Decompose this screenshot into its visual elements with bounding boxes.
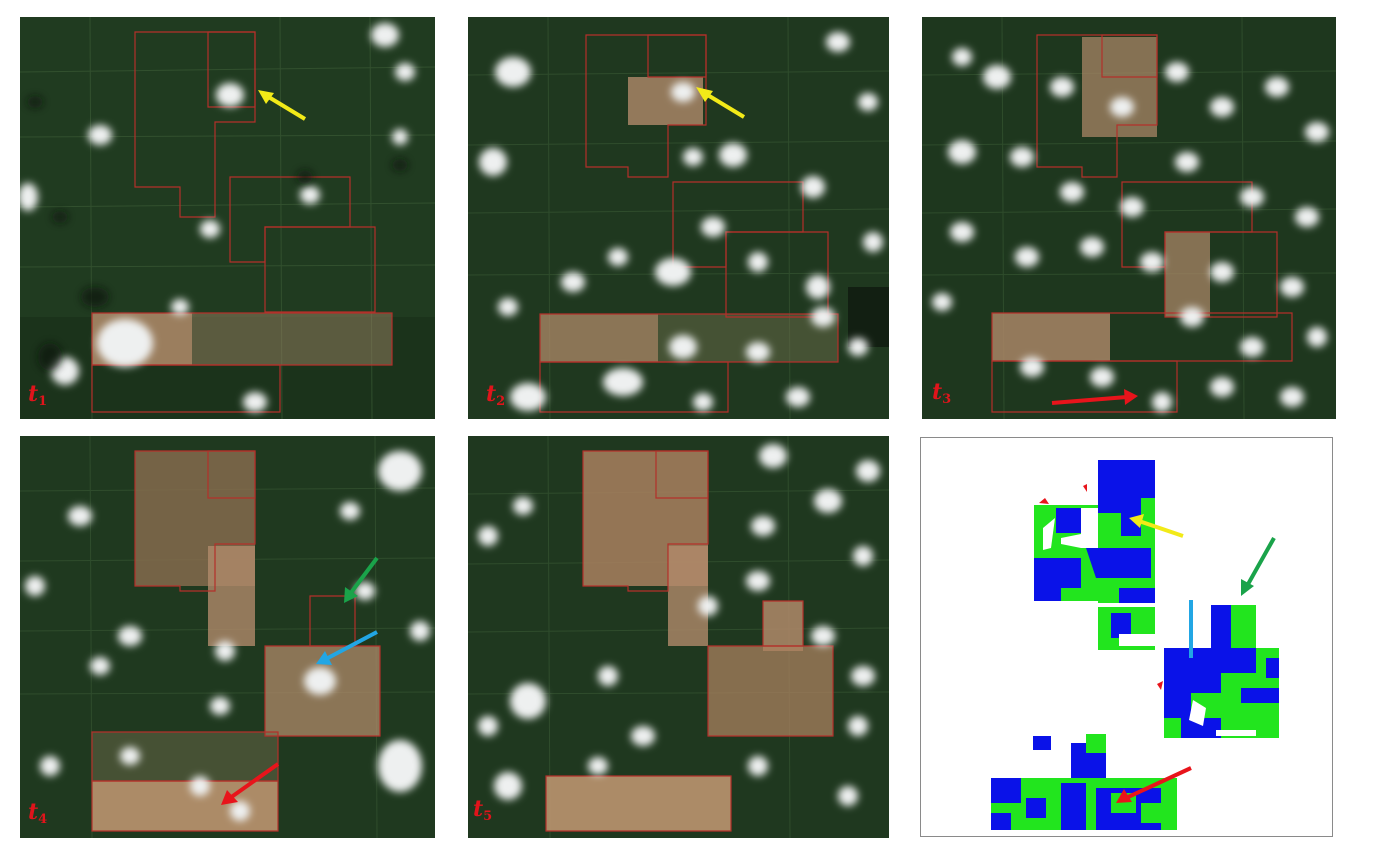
satellite-panel-t5: t5: [468, 436, 889, 838]
time-label-t1: t1: [28, 381, 48, 409]
satellite-panel-t3: t3: [922, 17, 1336, 419]
yellow-arrow: [696, 87, 746, 119]
satellite-image-t3: [922, 17, 1336, 419]
red-arrow: [1051, 389, 1138, 405]
map-region-right: [1157, 605, 1279, 738]
satellite-image-t1: [20, 17, 435, 419]
satellite-panel-t4: t4: [20, 436, 435, 838]
satellite-image-t5: [468, 436, 889, 838]
map-region-bottom: [991, 734, 1177, 830]
red-arrow: [1116, 766, 1192, 803]
satellite-panel-t2: t2: [468, 17, 889, 419]
time-label-t5: t5: [473, 796, 493, 824]
satellite-image-t2: [468, 17, 889, 419]
green-arrow: [344, 556, 379, 603]
green-arrow: [1241, 537, 1276, 596]
time-label-t2: t2: [486, 381, 506, 409]
satellite-panel-t1: t1: [20, 17, 435, 419]
change-detection-map: [920, 437, 1333, 837]
map-region-top: [1034, 460, 1159, 650]
yellow-arrow: [1129, 514, 1184, 538]
change-map-image: [991, 460, 1279, 830]
red-arrow: [221, 762, 280, 805]
blue-arrow: [316, 630, 378, 665]
time-label-t3: t3: [932, 379, 952, 407]
satellite-image-t4: [20, 436, 435, 838]
yellow-arrow: [258, 90, 307, 121]
time-label-t4: t4: [28, 799, 48, 827]
